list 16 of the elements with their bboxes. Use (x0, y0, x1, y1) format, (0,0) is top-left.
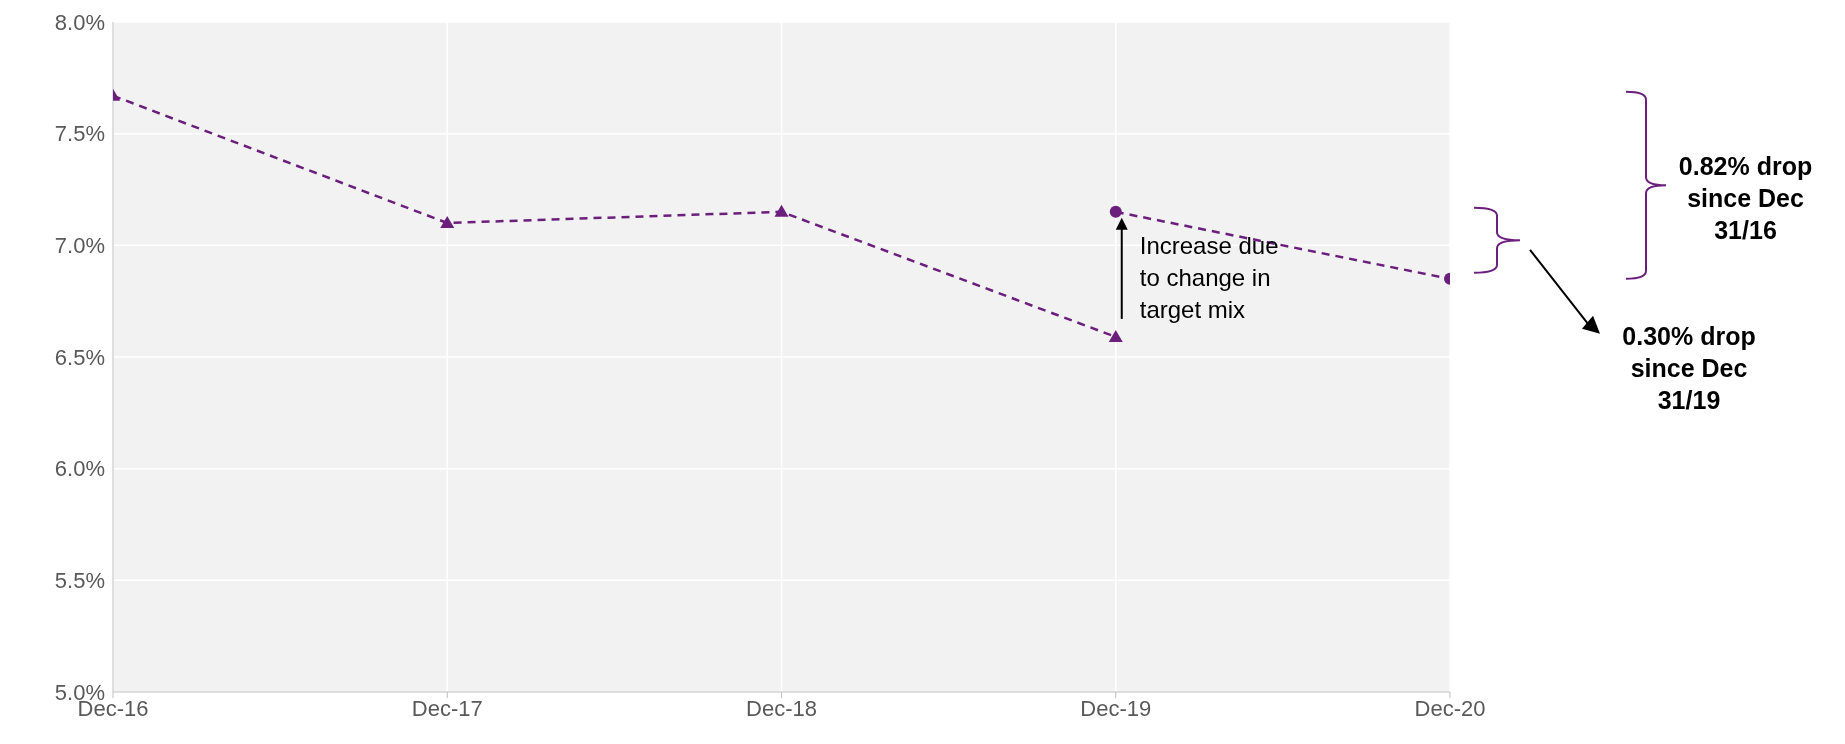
text: 0.82% drop since Dec 31/16 (1677, 151, 1814, 246)
point (1108, 329, 1123, 342)
y-tick-label: 7.0% (54, 233, 105, 259)
y-tick-label: 7.5% (54, 121, 105, 147)
y-tick-label: 5.5% (54, 568, 105, 594)
x-tick-label: Dec-17 (411, 695, 483, 721)
annotation: Increase due to change in target mix (1139, 230, 1280, 325)
x-tick-label: Dec-18 (746, 695, 817, 721)
y-tick-label: 6.0% (54, 456, 105, 482)
text: 0.30% drop since Dec 31/19 (1621, 321, 1757, 416)
y-tick-label: 6.5% (54, 344, 105, 370)
point (440, 216, 455, 228)
x-tick-label: Dec-20 (1414, 695, 1486, 721)
x-tick-label: Dec-19 (1080, 695, 1152, 721)
point (774, 204, 789, 217)
y-tick-label: 8.0% (54, 9, 105, 35)
